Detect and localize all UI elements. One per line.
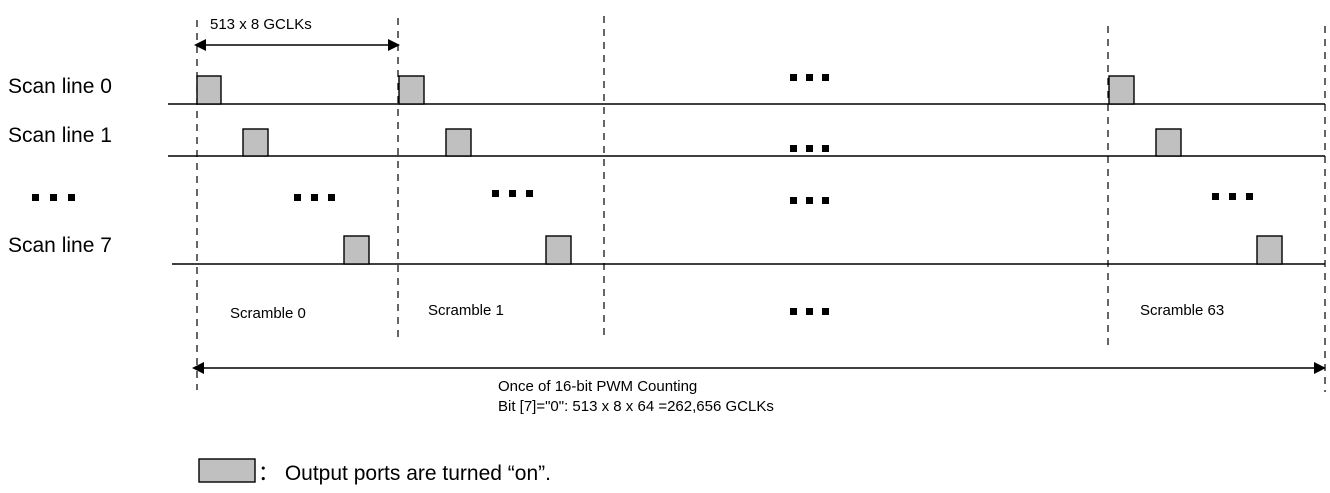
- pulse-line1-scramble0: [242, 128, 269, 157]
- pulse-line7-scramble63: [1256, 235, 1283, 265]
- legend-text: ： Output ports are turned “on”.: [258, 462, 551, 485]
- total-period-formula: Bit [7]="0": 513 x 8 x 64 =262,656 GCLKs: [498, 398, 774, 415]
- ellipsis-rows-scramble1: [492, 190, 533, 197]
- row-label-scan-line-7: Scan line 7: [8, 234, 112, 257]
- scramble-label-63: Scramble 63: [1140, 302, 1224, 319]
- total-period-title: Once of 16-bit PWM Counting: [498, 378, 697, 395]
- row-label-scan-line-1: Scan line 1: [8, 124, 112, 147]
- ellipsis-line0-middle: [790, 74, 829, 81]
- pulse-line1-scramble63: [1155, 128, 1182, 157]
- scramble-label-0: Scramble 0: [230, 305, 306, 322]
- pulse-line1-scramble1: [445, 128, 472, 157]
- row-label-ellipsis: [32, 194, 75, 201]
- ellipsis-rows-middle: [790, 197, 829, 204]
- ellipsis-line1-middle: [790, 145, 829, 152]
- pulse-line7-scramble0: [343, 235, 370, 265]
- row-label-scan-line-0: Scan line 0: [8, 75, 112, 98]
- ellipsis-rows-scramble0: [294, 194, 335, 201]
- legend-swatch: [198, 458, 256, 483]
- top-dimension-label: 513 x 8 GCLKs: [210, 16, 312, 33]
- pulse-line0-scramble1: [398, 75, 425, 105]
- pulse-line0-scramble0: [196, 75, 222, 105]
- scramble-label-ellipsis: [790, 308, 829, 315]
- scramble-label-1: Scramble 1: [428, 302, 504, 319]
- pulse-line0-scramble63: [1108, 75, 1135, 105]
- ellipsis-rows-scramble63: [1212, 193, 1253, 200]
- pulse-line7-scramble1: [545, 235, 572, 265]
